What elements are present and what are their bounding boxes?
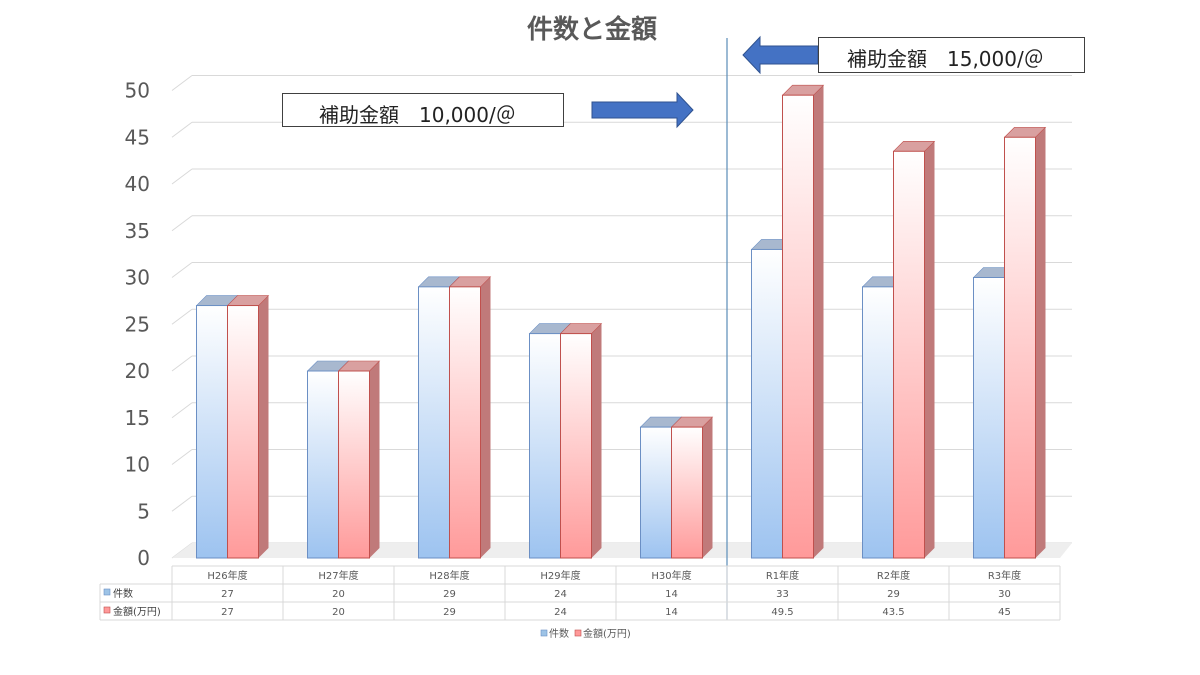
legend-label: 金額(万円) — [583, 627, 631, 640]
legend-label: 件数 — [549, 627, 569, 640]
x-category-label: H30年度 — [651, 569, 691, 582]
bar-amount — [782, 94, 814, 559]
table-cell: 49.5 — [771, 607, 793, 618]
bar-count — [640, 426, 672, 559]
table-cell: 33 — [776, 589, 789, 600]
bar-count — [751, 248, 783, 559]
x-category-label: H29年度 — [540, 569, 580, 582]
bar-side — [591, 323, 602, 558]
data-table: H26年度 27 27 H27年度 20 20 H28年度 29 29 H29年度 24 24 H30年… — [99, 565, 1061, 621]
grid-diagonal — [171, 355, 193, 372]
table-cell: 27 — [221, 607, 234, 618]
bar-count — [973, 277, 1005, 559]
bars — [195, 84, 1047, 559]
grid-diagonal — [171, 402, 193, 419]
bar-side — [1035, 127, 1046, 558]
bar-side — [702, 417, 713, 558]
right-arrow-icon — [591, 91, 694, 129]
table-cell: 14 — [665, 589, 678, 600]
y-tick-label: 20 — [125, 359, 150, 383]
grid-diagonal — [171, 262, 193, 278]
y-tick-label: 50 — [125, 79, 150, 103]
y-tick-label: 25 — [125, 312, 150, 336]
table-cell: 43.5 — [882, 607, 904, 618]
bar-side — [258, 295, 269, 558]
floor — [172, 543, 1072, 558]
bar-count — [529, 333, 561, 559]
bar-amount — [893, 150, 925, 559]
bar-count — [196, 305, 228, 559]
table-cell: 24 — [554, 607, 567, 618]
grid-diagonal — [171, 308, 193, 325]
legend-key — [540, 629, 548, 637]
x-category-label: H26年度 — [207, 569, 247, 582]
y-tick-label: 40 — [125, 172, 150, 196]
annotation-before: 補助金額 10,000/＠ — [282, 93, 564, 127]
bar-side — [924, 141, 935, 558]
chart-title: 件数と金額 — [527, 14, 657, 45]
x-category-label: H27年度 — [318, 569, 358, 582]
legend: 件数 金額(万円) — [540, 627, 631, 640]
bar-amount — [338, 370, 370, 559]
table-row-label: 件数 — [113, 587, 133, 600]
bar-side — [369, 361, 380, 558]
bar-side — [813, 85, 824, 559]
bar-amount — [671, 426, 703, 559]
table-series-key — [103, 606, 111, 614]
bar-count — [307, 370, 339, 559]
x-category-label: R2年度 — [877, 569, 910, 582]
table-cell: 14 — [665, 607, 678, 618]
table-cell: 29 — [887, 589, 900, 600]
table-cell: 20 — [332, 589, 345, 600]
y-tick-label: 5 — [137, 499, 150, 523]
bar-count — [418, 286, 450, 559]
x-category-label: R1年度 — [766, 569, 799, 582]
left-arrow-icon — [742, 35, 819, 75]
x-category-label: R3年度 — [988, 569, 1021, 582]
y-tick-label: 15 — [125, 406, 150, 430]
table-cell: 29 — [443, 607, 456, 618]
y-axis-ticks: 0 5 10 15 20 25 30 35 40 45 50 — [125, 79, 150, 571]
table-cell: 27 — [221, 589, 234, 600]
table-cell: 24 — [554, 589, 567, 600]
grid-diagonal — [171, 75, 193, 91]
y-tick-label: 0 — [137, 546, 150, 570]
x-category-label: H28年度 — [429, 569, 469, 582]
grid-diagonal — [171, 449, 193, 465]
grid-diagonal — [171, 121, 193, 138]
grid-diagonal — [171, 215, 193, 232]
table-cell: 45 — [998, 607, 1011, 618]
bar-amount — [449, 286, 481, 559]
table-series-key — [103, 588, 111, 596]
table-cell: 20 — [332, 607, 345, 618]
bar-amount — [227, 305, 259, 559]
table-cell: 30 — [998, 589, 1011, 600]
table-row-label: 金額(万円) — [113, 605, 161, 618]
grid-diagonal — [171, 495, 193, 512]
y-tick-label: 35 — [125, 219, 150, 243]
y-tick-label: 10 — [125, 453, 150, 477]
annotation-after: 補助金額 15,000/＠ — [818, 37, 1085, 73]
y-tick-label: 45 — [125, 125, 150, 149]
bar-amount — [560, 333, 592, 559]
grid-diagonal — [171, 168, 193, 185]
legend-key — [574, 629, 582, 637]
bar-amount — [1004, 136, 1036, 559]
bar-count — [862, 286, 894, 559]
y-tick-label: 30 — [125, 266, 150, 290]
table-cell: 29 — [443, 589, 456, 600]
bar-side — [480, 276, 491, 558]
